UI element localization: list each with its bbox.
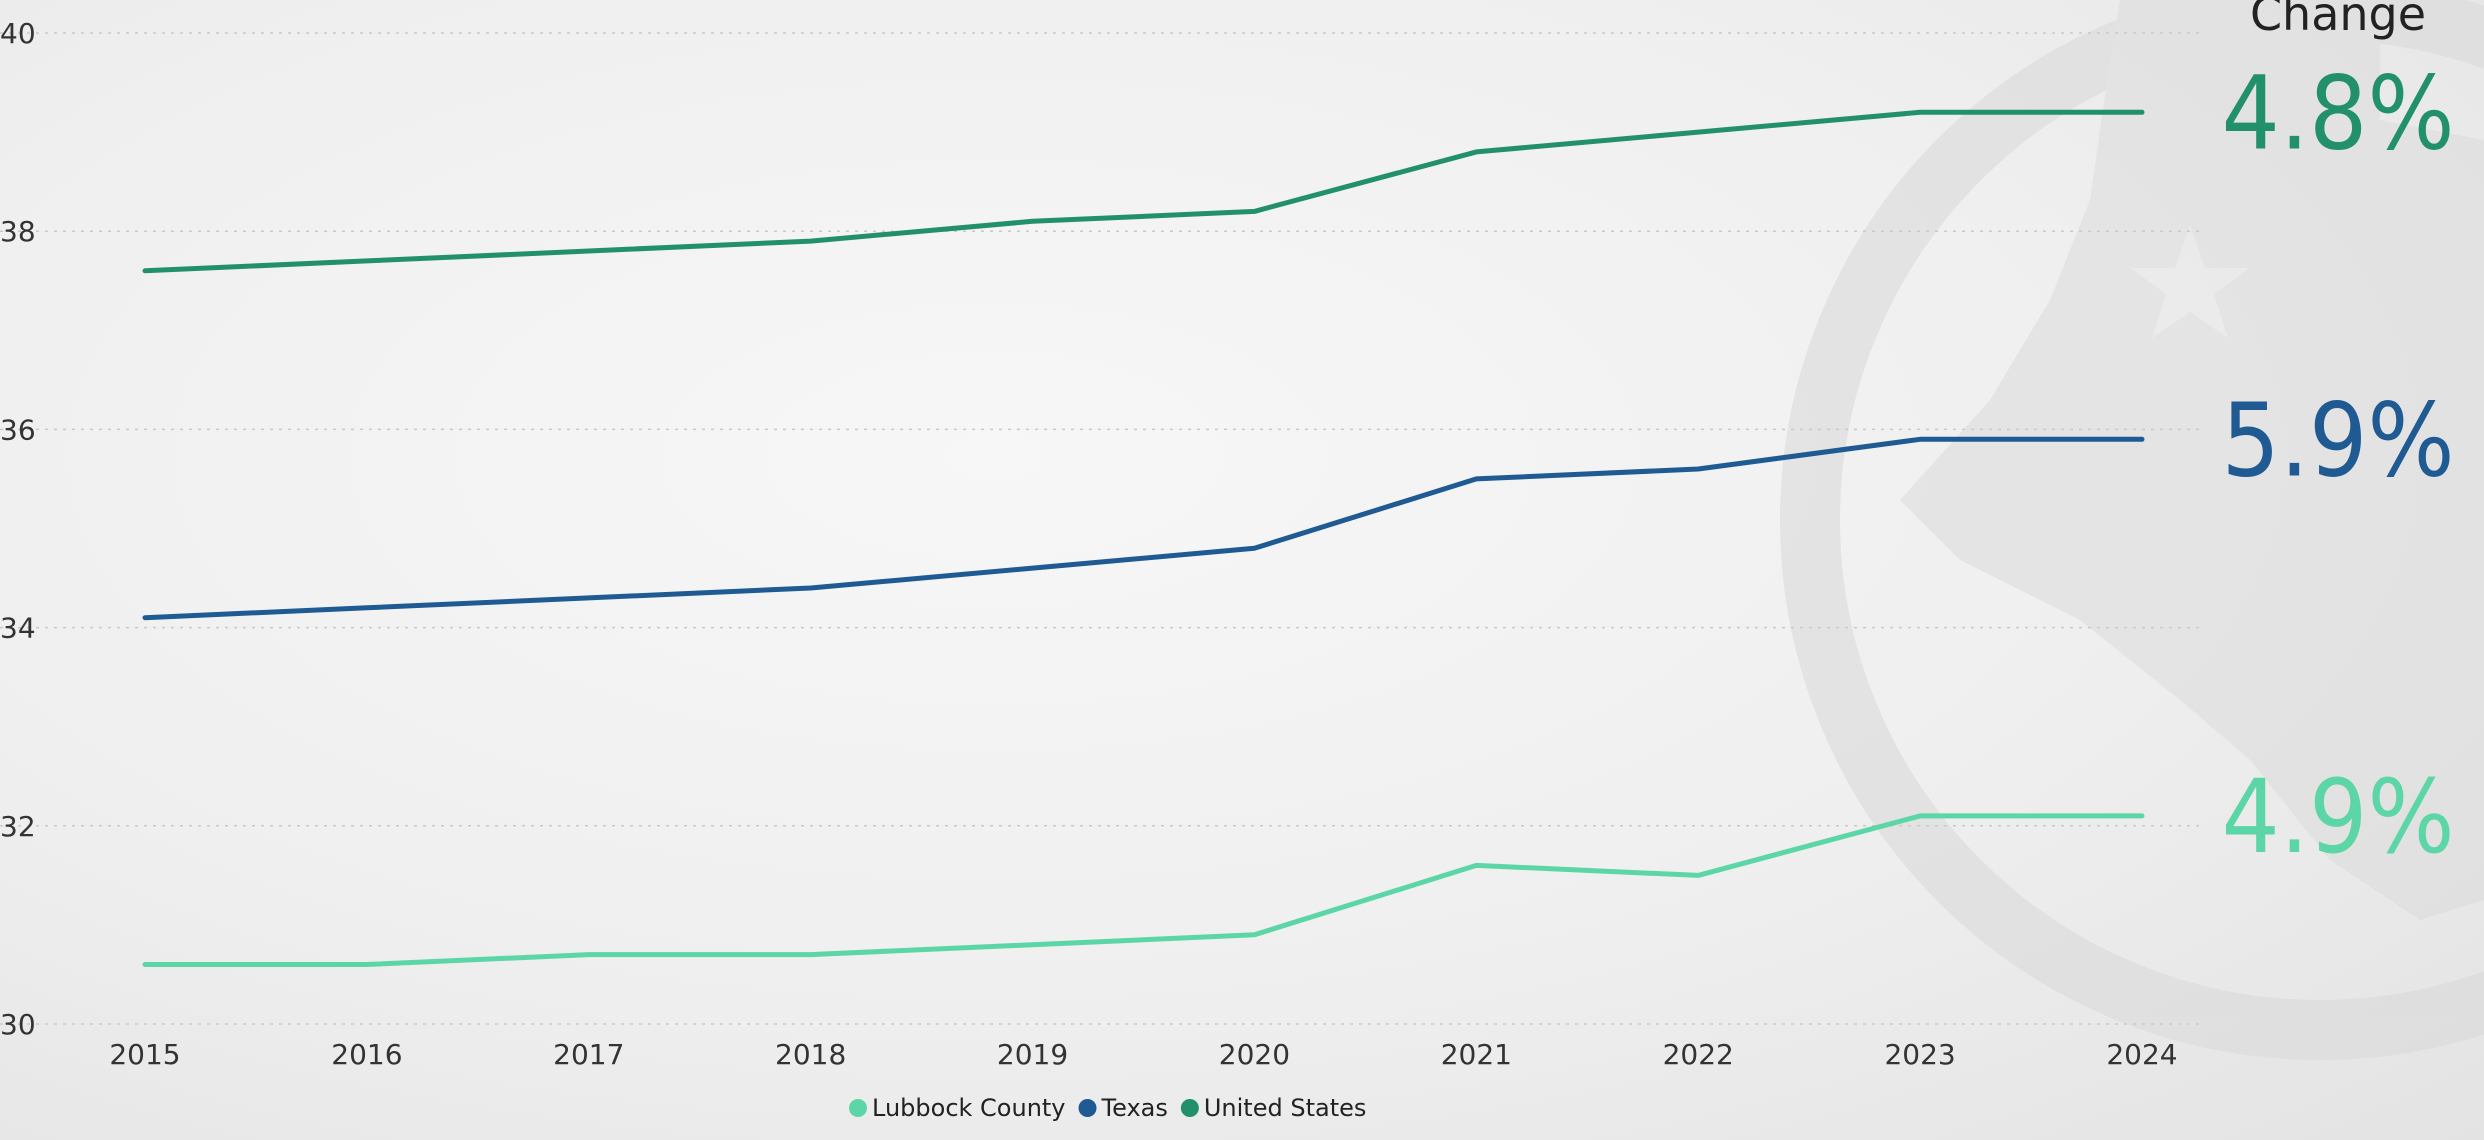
legend-item: United States <box>1180 1094 1367 1122</box>
legend-item: Lubbock County <box>849 1094 1066 1122</box>
x-tick-label: 2023 <box>1884 1038 1955 1071</box>
series-line-texas <box>142 436 2145 621</box>
y-tick-label: 38 <box>0 215 36 248</box>
x-tick-label: 2017 <box>553 1038 624 1071</box>
x-tick-label: 2018 <box>775 1038 846 1071</box>
legend-label: United States <box>1204 1094 1367 1122</box>
legend-marker <box>849 1099 867 1117</box>
series-lines <box>142 109 2145 967</box>
y-tick-label: 30 <box>0 1008 36 1041</box>
legend-marker <box>1078 1099 1097 1117</box>
gridlines <box>0 32 2200 1025</box>
legend-label: Texas <box>1101 1094 1168 1122</box>
x-tick-label: 2020 <box>1219 1038 1290 1071</box>
y-tick-label: 34 <box>0 612 36 645</box>
change-labels: 4.9% 5.9% 4.8% <box>2221 54 2454 877</box>
x-tick-label: 2024 <box>2106 1038 2177 1071</box>
x-tick-label: 2021 <box>1441 1038 1512 1071</box>
x-tick-label: 2016 <box>331 1038 402 1071</box>
legend-marker <box>1180 1099 1199 1117</box>
x-tick-label: 2022 <box>1663 1038 1734 1071</box>
legend-item: Texas <box>1078 1094 1168 1122</box>
x-tick-label: 2019 <box>997 1038 1068 1071</box>
y-axis: 30 32 34 36 38 40 <box>0 17 36 1041</box>
legend-label: Lubbock County <box>872 1094 1066 1122</box>
change-title: Change <box>2250 0 2426 41</box>
y-tick-label: 36 <box>0 413 36 446</box>
change-label: 5.9% <box>2221 381 2454 500</box>
y-tick-label: 32 <box>0 810 36 843</box>
x-tick-label: 2015 <box>109 1038 180 1071</box>
series-line-lubbock-county <box>142 813 2145 967</box>
series-line-united-states <box>142 109 2145 274</box>
x-axis: 2015 2016 2017 2018 2019 2020 2021 2022 2023 2024 <box>109 1038 2177 1071</box>
texas-watermark-icon <box>1780 0 2484 1060</box>
change-label: 4.8% <box>2221 54 2454 173</box>
y-tick-label: 40 <box>0 17 36 50</box>
legend: Lubbock County Texas United States <box>849 1094 1366 1122</box>
change-label: 4.9% <box>2221 758 2454 877</box>
